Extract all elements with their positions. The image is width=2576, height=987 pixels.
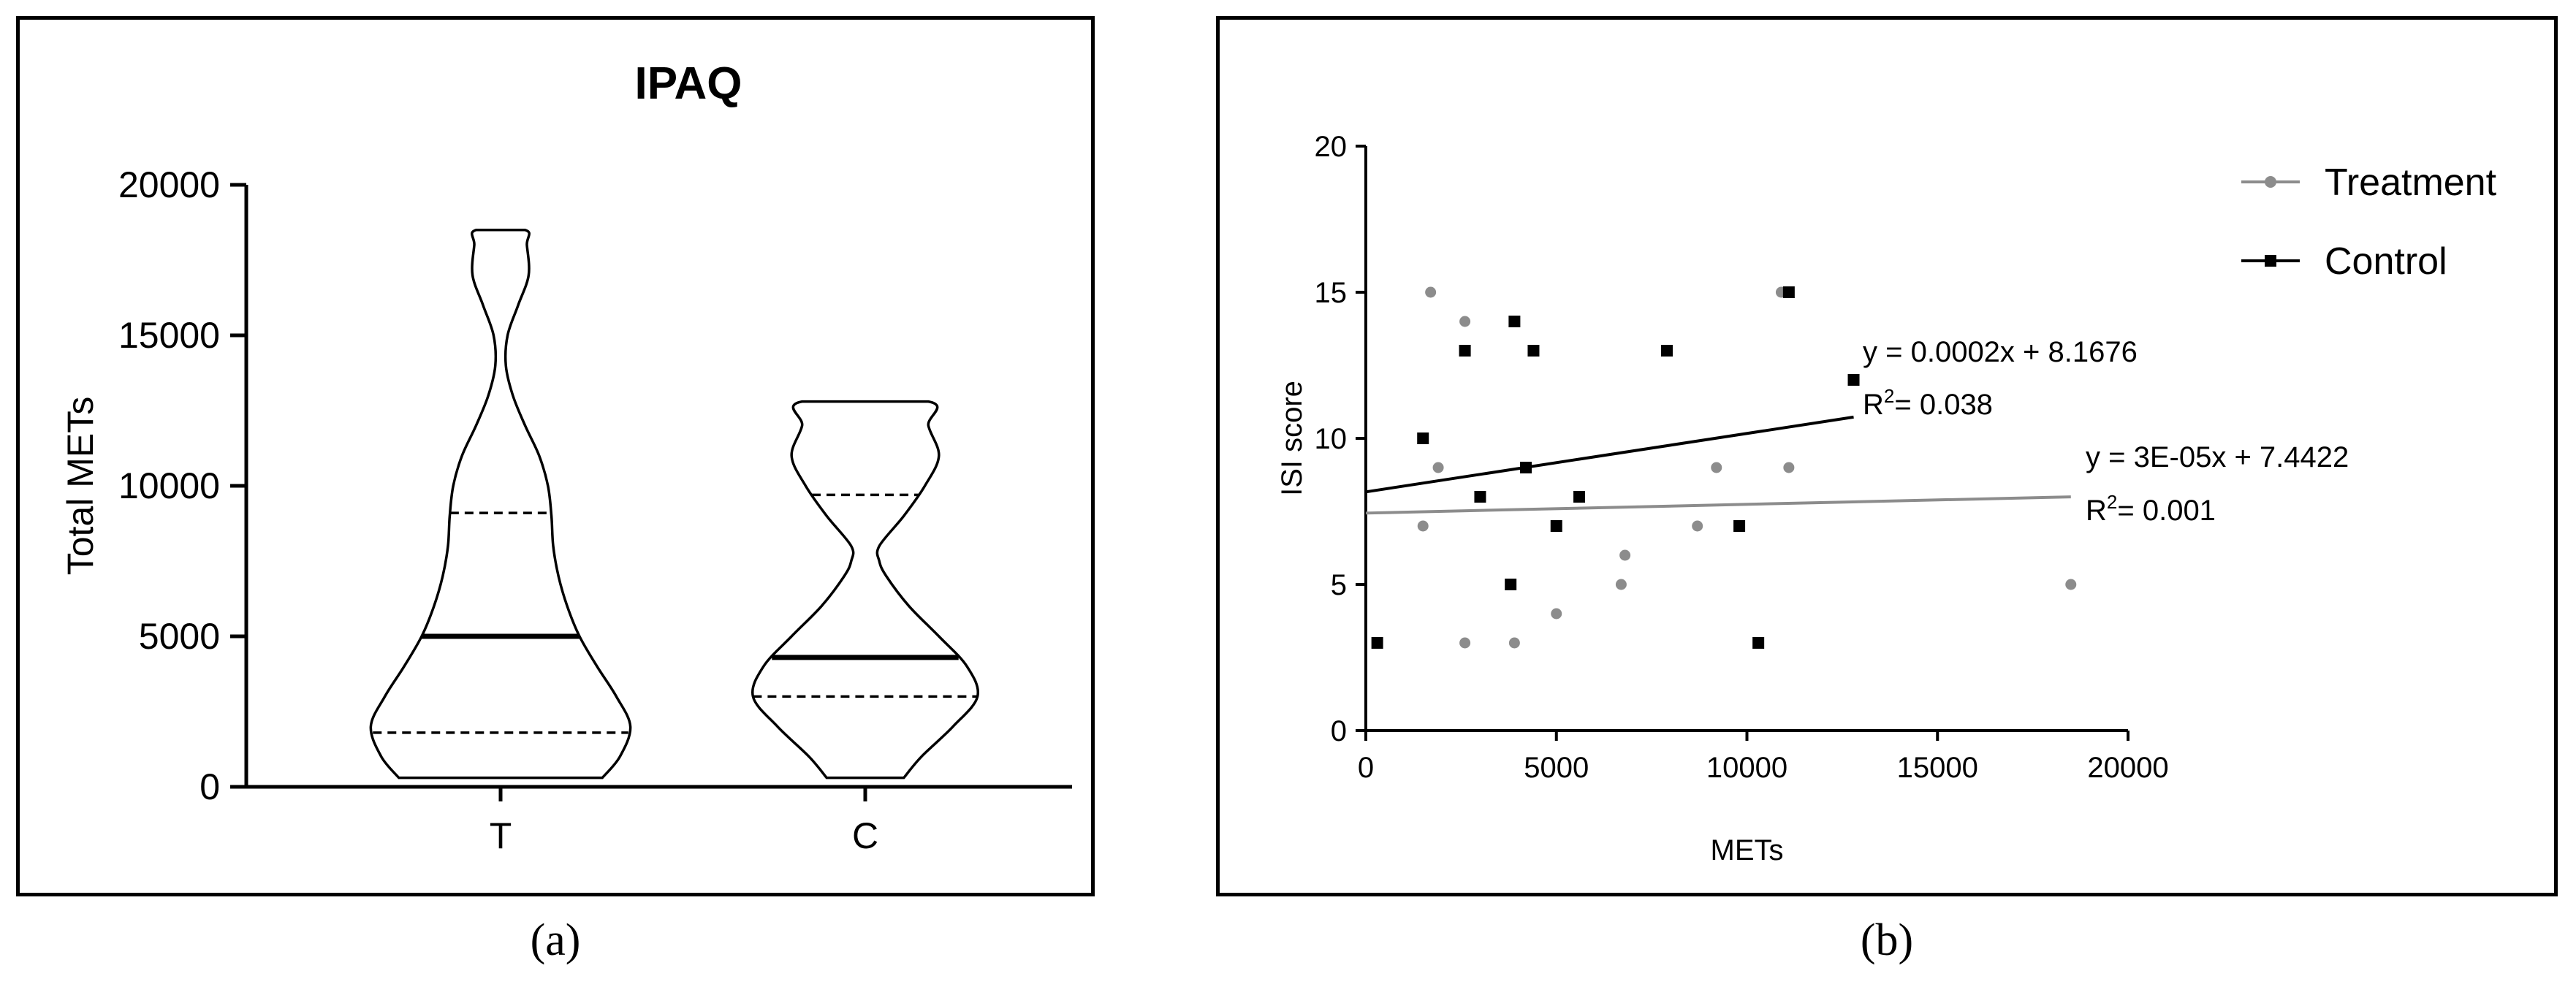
point-treatment (1459, 316, 1471, 327)
y-tick-label: 0 (1331, 715, 1347, 747)
x-axis-label: METs (1711, 834, 1784, 866)
point-control (1508, 316, 1521, 327)
x-tick-label: T (490, 815, 512, 856)
legend-label-control: Control (2325, 240, 2447, 283)
x-tick-label: C (852, 815, 878, 856)
point-control (1752, 637, 1765, 649)
y-tick-label: 10000 (118, 465, 220, 506)
y-tick-label: 5 (1331, 569, 1347, 601)
point-treatment (1783, 462, 1795, 473)
trendline-treatment (1365, 495, 2071, 515)
point-control (1417, 432, 1429, 444)
legend-marker-control (2265, 255, 2276, 267)
point-control (1733, 520, 1746, 532)
scatter-plot-svg: 0 5 10 15 20 0 5000 10000 15000 20000 METs ISI scor… (1276, 131, 2497, 866)
point-control (1660, 345, 1673, 357)
violin-T (369, 229, 632, 780)
point-control (1550, 520, 1562, 532)
point-treatment (1417, 520, 1429, 532)
trendline-equation-treatment: y = 3E-05x + 7.4422 (2086, 441, 2349, 473)
x-tick-label: 20000 (2087, 752, 2168, 784)
point-treatment (1551, 608, 1562, 620)
violin-plot-svg: IPAQ Total METs 0 5000 10000 15000 20000 T C (60, 58, 1072, 856)
y-tick-label: 0 (200, 766, 220, 807)
x-tick-label: 15000 (1897, 752, 1978, 784)
y-axis-label: ISI score (1276, 381, 1308, 496)
y-tick-label: 15 (1315, 277, 1348, 309)
y-tick-label: 15000 (118, 315, 220, 356)
x-tick-label: 0 (1358, 752, 1374, 784)
point-control (1505, 579, 1517, 590)
point-treatment (1619, 549, 1631, 561)
caption-a: (a) (530, 915, 581, 965)
point-control (1573, 491, 1586, 503)
legend-marker-treatment (2265, 176, 2276, 188)
point-treatment (1459, 637, 1471, 649)
panel-a-violin-chart: IPAQ Total METs 0 5000 10000 15000 20000 T C (16, 16, 1095, 896)
y-tick-label: 10 (1315, 423, 1348, 455)
point-treatment (1508, 637, 1520, 649)
point-treatment (2065, 579, 2077, 590)
point-control (1847, 374, 1860, 386)
violin-C (751, 400, 980, 780)
point-control (1474, 491, 1486, 503)
point-treatment (1615, 579, 1627, 590)
panel-b-scatter-chart: 0 5 10 15 20 0 5000 10000 15000 20000 METs ISI scor… (1216, 16, 2558, 896)
caption-b: (b) (1860, 915, 1914, 965)
point-control (1782, 286, 1795, 298)
x-tick-label: 5000 (1524, 752, 1589, 784)
y-tick-label: 20 (1315, 131, 1348, 163)
trendline-r2-control: R2= 0.038 (1863, 385, 1993, 421)
point-control (1459, 345, 1471, 357)
chart-title: IPAQ (635, 58, 742, 109)
point-control (1371, 637, 1383, 649)
x-tick-label: 10000 (1706, 752, 1787, 784)
point-treatment (1692, 520, 1703, 532)
point-control (1527, 345, 1540, 357)
trendline-equation-control: y = 0.0002x + 8.1676 (1863, 336, 2138, 368)
trendline-control (1365, 415, 1854, 494)
point-control (1520, 462, 1532, 473)
y-tick-label: 5000 (139, 616, 220, 657)
trendline-r2-treatment: R2= 0.001 (2086, 491, 2216, 527)
legend-label-treatment: Treatment (2325, 161, 2497, 204)
point-treatment (1425, 286, 1437, 298)
point-treatment (1711, 462, 1722, 473)
point-treatment (1432, 462, 1444, 473)
y-axis-label: Total METs (60, 397, 101, 576)
y-tick-label: 20000 (118, 164, 220, 205)
